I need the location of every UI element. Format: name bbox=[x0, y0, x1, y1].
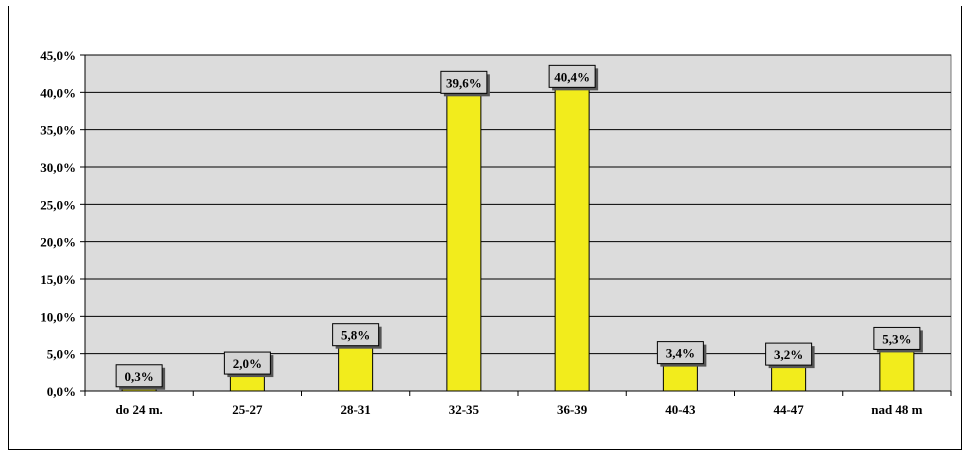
y-tick-labels: 0,0% 5,0% 10,0% 15,0% 20,0% 25,0% 30,0% 35,0% 40… bbox=[40, 48, 76, 399]
plot-area bbox=[84, 54, 952, 392]
bar bbox=[771, 366, 807, 392]
data-label-text: 5,8% bbox=[341, 328, 370, 343]
y-tick-label: 20,0% bbox=[40, 235, 76, 250]
data-label-text: 40,4% bbox=[554, 69, 590, 84]
bar bbox=[338, 347, 374, 392]
data-label-text: 5,3% bbox=[882, 331, 911, 346]
x-category-label: 25-27 bbox=[232, 402, 263, 417]
bar bbox=[446, 94, 482, 392]
x-category-label: 40-43 bbox=[665, 402, 696, 417]
bar bbox=[879, 350, 915, 392]
y-tick-label: 35,0% bbox=[40, 123, 76, 138]
y-tick-label: 25,0% bbox=[40, 197, 76, 212]
y-tick-label: 5,0% bbox=[47, 347, 76, 362]
data-label-text: 0,3% bbox=[125, 369, 154, 384]
data-label-box bbox=[548, 64, 596, 88]
x-category-label: 28-31 bbox=[340, 402, 370, 417]
data-label: 3,2% bbox=[765, 342, 815, 369]
bar bbox=[554, 88, 590, 392]
bars bbox=[121, 88, 915, 392]
data-label-box bbox=[656, 341, 704, 365]
data-label: 5,8% bbox=[332, 323, 382, 349]
x-category-label: 36-39 bbox=[557, 402, 588, 417]
bar bbox=[229, 375, 265, 392]
axes bbox=[80, 54, 952, 396]
data-label-box bbox=[115, 364, 163, 388]
data-label-box bbox=[440, 70, 488, 94]
x-category-label: 44-47 bbox=[773, 402, 804, 417]
data-label: 3,4% bbox=[656, 341, 707, 367]
y-tick-label: 0,0% bbox=[47, 384, 76, 399]
x-category-label: nad 48 m bbox=[871, 402, 922, 417]
data-label-box bbox=[873, 326, 921, 350]
x-category-label: 32-35 bbox=[449, 402, 480, 417]
data-label-text: 3,4% bbox=[666, 346, 695, 361]
data-label-box bbox=[332, 323, 380, 347]
data-label-box bbox=[223, 351, 271, 375]
y-tick-label: 30,0% bbox=[40, 160, 76, 175]
data-label: 5,3% bbox=[873, 326, 923, 353]
x-category-labels: do 24 m. 25-27 28-31 32-35 36-39 40-43 44-47 na… bbox=[115, 402, 922, 417]
y-tick-label: 45,0% bbox=[40, 48, 76, 63]
data-label-text: 3,2% bbox=[774, 347, 803, 362]
bar bbox=[662, 365, 698, 392]
data-labels: 0,3% 2,0% 5,8% 39,6% 40,4% 3,4% 3,2% 5,3% bbox=[115, 64, 923, 390]
data-label-box bbox=[765, 342, 813, 366]
data-label: 0,3% bbox=[115, 364, 166, 390]
data-label-text: 2,0% bbox=[233, 356, 262, 371]
data-label-text: 39,6% bbox=[446, 75, 482, 90]
data-label: 39,6% bbox=[440, 70, 490, 97]
y-tick-label: 40,0% bbox=[40, 85, 76, 100]
y-tick-label: 15,0% bbox=[40, 272, 76, 287]
x-category-label: do 24 m. bbox=[115, 402, 162, 417]
data-label: 2,0% bbox=[223, 351, 274, 378]
y-tick-label: 10,0% bbox=[40, 309, 76, 324]
data-label: 40,4% bbox=[548, 64, 599, 91]
chart-frame bbox=[8, 6, 962, 450]
